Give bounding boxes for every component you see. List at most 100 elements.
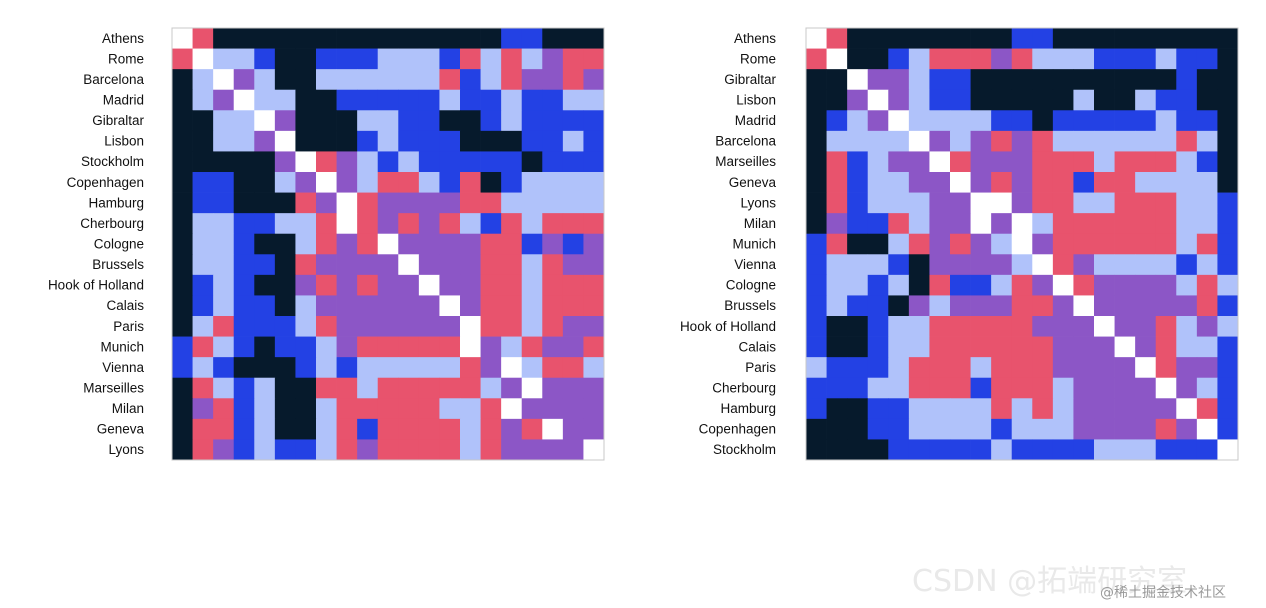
heatmap-cell xyxy=(521,274,543,296)
heatmap-cell xyxy=(1196,192,1218,214)
heatmap-cell xyxy=(480,377,502,399)
heatmap-cell xyxy=(1032,254,1054,276)
heatmap-cell xyxy=(398,398,420,420)
heatmap-cell xyxy=(1011,151,1033,173)
heatmap-cell xyxy=(357,69,379,91)
heatmap-cell xyxy=(521,130,543,152)
heatmap-cell xyxy=(1135,316,1157,337)
heatmap-cell xyxy=(1176,439,1198,461)
heatmap-cell xyxy=(295,439,317,461)
heatmap-cell xyxy=(991,439,1013,461)
heatmap-cell xyxy=(991,192,1013,214)
heatmap-cell xyxy=(274,151,296,173)
heatmap-cell xyxy=(888,28,910,49)
heatmap-cell xyxy=(1217,110,1239,132)
heatmap-cell xyxy=(1196,110,1218,132)
heatmap-cell xyxy=(295,213,317,235)
heatmap-cell xyxy=(806,274,827,296)
heatmap-cell xyxy=(1196,69,1218,91)
heatmap-cell xyxy=(418,28,440,49)
heatmap-cell xyxy=(888,233,910,255)
heatmap-cell xyxy=(377,316,399,337)
heatmap-cell xyxy=(274,254,296,276)
heatmap-cell xyxy=(1052,398,1074,420)
heatmap-cell xyxy=(991,172,1013,193)
heatmap-cell xyxy=(950,48,971,70)
heatmap-cell xyxy=(1176,295,1198,317)
heatmap-cell xyxy=(521,295,543,317)
heatmap-cell xyxy=(480,130,502,152)
heatmap-cell xyxy=(1052,439,1074,461)
heatmap-cell xyxy=(1155,439,1177,461)
heatmap-cell xyxy=(295,233,317,255)
heatmap-cell xyxy=(377,130,399,152)
heatmap-cell xyxy=(377,233,399,255)
heatmap-cell xyxy=(826,89,848,111)
heatmap-cell xyxy=(542,439,564,461)
heatmap-cell xyxy=(991,89,1013,111)
heatmap-cell xyxy=(501,254,523,276)
heatmap-cell xyxy=(1073,233,1095,255)
heatmap-cell xyxy=(1135,357,1157,379)
heatmap-cell xyxy=(398,274,420,296)
heatmap-cell xyxy=(1094,316,1115,337)
heatmap-cell xyxy=(1217,316,1239,337)
heatmap-cell xyxy=(1032,295,1054,317)
heatmap-cell xyxy=(460,48,481,70)
heatmap-cell xyxy=(1011,377,1033,399)
heatmap-cell xyxy=(970,398,992,420)
heatmap-cell xyxy=(970,439,992,461)
heatmap-cell xyxy=(1155,48,1177,70)
heatmap-cell xyxy=(295,274,317,296)
heatmap-cell xyxy=(1217,233,1239,255)
heatmap-cell xyxy=(1094,254,1115,276)
heatmap-cell xyxy=(562,439,584,461)
heatmap-cell xyxy=(826,28,848,49)
heatmap-cell xyxy=(274,377,296,399)
heatmap-cell xyxy=(929,439,951,461)
heatmap-cell xyxy=(316,233,337,255)
heatmap-cell xyxy=(1052,192,1074,214)
heatmap-cell xyxy=(213,336,235,358)
heatmap-cell xyxy=(460,233,481,255)
heatmap-cell xyxy=(908,48,930,70)
heatmap-cell xyxy=(377,377,399,399)
heatmap-cell xyxy=(274,130,296,152)
heatmap-cell xyxy=(254,151,276,173)
heatmap-cell xyxy=(1135,89,1157,111)
heatmap-cell xyxy=(254,192,276,214)
heatmap-cell xyxy=(295,336,317,358)
heatmap-cell xyxy=(213,295,235,317)
heatmap-cell xyxy=(583,151,605,173)
heatmap-cell xyxy=(847,254,869,276)
heatmap-cell xyxy=(377,69,399,91)
heatmap-cell xyxy=(826,357,848,379)
heatmap-cell xyxy=(439,295,461,317)
heatmap-cell xyxy=(357,295,379,317)
heatmap-cell xyxy=(233,336,255,358)
heatmap-cell xyxy=(562,316,584,337)
heatmap-cell xyxy=(460,336,481,358)
heatmap-cell xyxy=(377,418,399,440)
heatmap-cell xyxy=(377,439,399,461)
heatmap-cell xyxy=(274,274,296,296)
row-label: Gibraltar xyxy=(724,72,776,87)
heatmap-cell xyxy=(847,439,869,461)
heatmap-cell xyxy=(847,418,869,440)
heatmap-cell xyxy=(1011,89,1033,111)
heatmap-cell xyxy=(336,377,358,399)
row-label: Marseilles xyxy=(83,381,144,396)
heatmap-cell xyxy=(991,357,1013,379)
heatmap-cell xyxy=(1073,172,1095,193)
heatmap-cell xyxy=(1094,213,1115,235)
heatmap-cell xyxy=(1114,89,1136,111)
heatmap-cell xyxy=(192,357,214,379)
heatmap-cell xyxy=(274,418,296,440)
heatmap-cell xyxy=(377,28,399,49)
heatmap-cell xyxy=(1114,357,1136,379)
heatmap-cell xyxy=(172,28,193,49)
heatmap-cell xyxy=(398,213,420,235)
heatmap-cell xyxy=(460,377,481,399)
heatmap-cell xyxy=(316,192,337,214)
